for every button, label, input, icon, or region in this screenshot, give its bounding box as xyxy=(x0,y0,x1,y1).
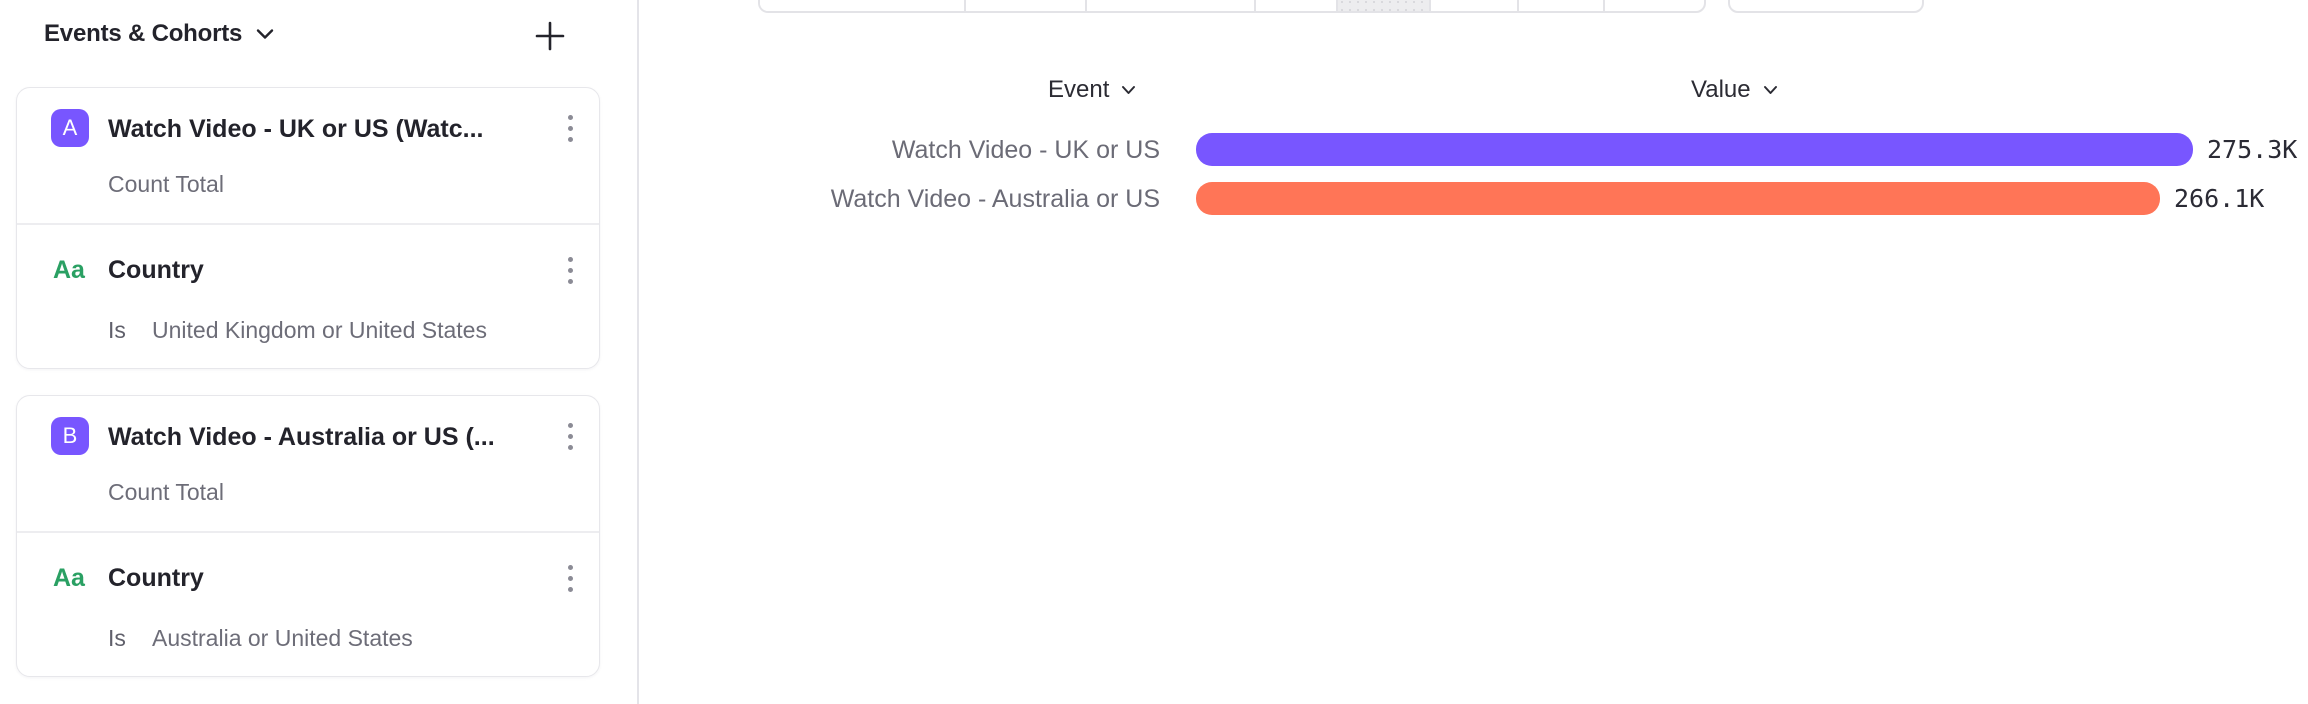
filter-operator[interactable]: Is xyxy=(108,317,126,343)
events-cohorts-panel: Events & Cohorts A Watch Video - UK or U… xyxy=(0,0,637,704)
add-event-button[interactable] xyxy=(530,16,570,56)
kebab-dot xyxy=(567,136,573,142)
property-type-icon: Aa xyxy=(53,256,85,284)
bar-series-a[interactable] xyxy=(1196,133,2193,166)
filter-value[interactable]: United Kingdom or United States xyxy=(152,317,487,343)
kebab-menu-button[interactable] xyxy=(555,106,585,150)
kebab-menu-button[interactable] xyxy=(555,556,585,600)
chevron-down-icon xyxy=(1122,86,1136,94)
bar-category-label: Watch Video - UK or US xyxy=(891,136,1160,164)
toolbar-segment-selected[interactable] xyxy=(1338,0,1431,11)
kebab-dot xyxy=(567,575,573,581)
bar-value-label: 275.3K xyxy=(2207,135,2298,164)
plus-icon xyxy=(535,21,565,51)
value-header-label: Value xyxy=(1691,76,1751,103)
event-card-b: B Watch Video - Australia or US (... Cou… xyxy=(16,395,600,677)
kebab-dot xyxy=(567,564,573,570)
kebab-dot xyxy=(567,444,573,450)
panel-title: Events & Cohorts xyxy=(44,20,243,47)
chart-type-toolbar xyxy=(758,0,1706,13)
kebab-dot xyxy=(567,586,573,592)
bar-series-b[interactable] xyxy=(1196,182,2160,215)
kebab-menu-button[interactable] xyxy=(555,414,585,458)
sidebar-divider xyxy=(637,0,639,704)
event-badge-a: A xyxy=(51,109,89,147)
bar-category-label: Watch Video - Australia or US xyxy=(830,185,1160,213)
filter-operator[interactable]: Is xyxy=(108,625,126,651)
bar-row: 266.1K xyxy=(1196,182,2264,215)
toolbar-segment[interactable] xyxy=(966,0,1087,11)
chevron-down-icon xyxy=(256,29,274,39)
toolbar-segment[interactable] xyxy=(1605,0,1696,11)
property-selector[interactable]: Country xyxy=(108,564,204,592)
kebab-dot xyxy=(567,422,573,428)
toolbar-segment[interactable] xyxy=(1087,0,1256,11)
event-name[interactable]: Watch Video - Australia or US (... xyxy=(108,423,495,451)
kebab-dot xyxy=(567,114,573,120)
toolbar-segment[interactable] xyxy=(1431,0,1519,11)
metric-selector[interactable]: Count Total xyxy=(108,171,224,197)
kebab-dot xyxy=(567,256,573,262)
bar-row: 275.3K xyxy=(1196,133,2297,166)
event-column-header[interactable]: Event xyxy=(1048,76,1136,104)
kebab-menu-button[interactable] xyxy=(555,248,585,292)
property-type-icon: Aa xyxy=(53,564,85,592)
chevron-down-icon xyxy=(1763,86,1777,94)
card-divider xyxy=(17,223,599,225)
toolbar-dropdown-button[interactable] xyxy=(1728,0,1924,13)
events-cohorts-dropdown[interactable]: Events & Cohorts xyxy=(44,20,274,48)
filter-value[interactable]: Australia or United States xyxy=(152,625,413,651)
event-badge-b: B xyxy=(51,417,89,455)
value-column-header[interactable]: Value xyxy=(1691,76,1778,104)
metric-selector[interactable]: Count Total xyxy=(108,479,224,505)
toolbar-segment[interactable] xyxy=(1519,0,1605,11)
card-divider xyxy=(17,531,599,533)
kebab-dot xyxy=(567,433,573,439)
panel-header: Events & Cohorts xyxy=(0,0,637,70)
kebab-dot xyxy=(567,267,573,273)
bar-value-label: 266.1K xyxy=(2174,184,2265,213)
kebab-dot xyxy=(567,278,573,284)
toolbar-segment[interactable] xyxy=(1256,0,1338,11)
event-header-label: Event xyxy=(1048,76,1110,103)
event-name[interactable]: Watch Video - UK or US (Watc... xyxy=(108,115,484,143)
property-selector[interactable]: Country xyxy=(108,256,204,284)
event-card-a: A Watch Video - UK or US (Watc... Count … xyxy=(16,87,600,369)
kebab-dot xyxy=(567,125,573,131)
toolbar-segment[interactable] xyxy=(760,0,966,11)
